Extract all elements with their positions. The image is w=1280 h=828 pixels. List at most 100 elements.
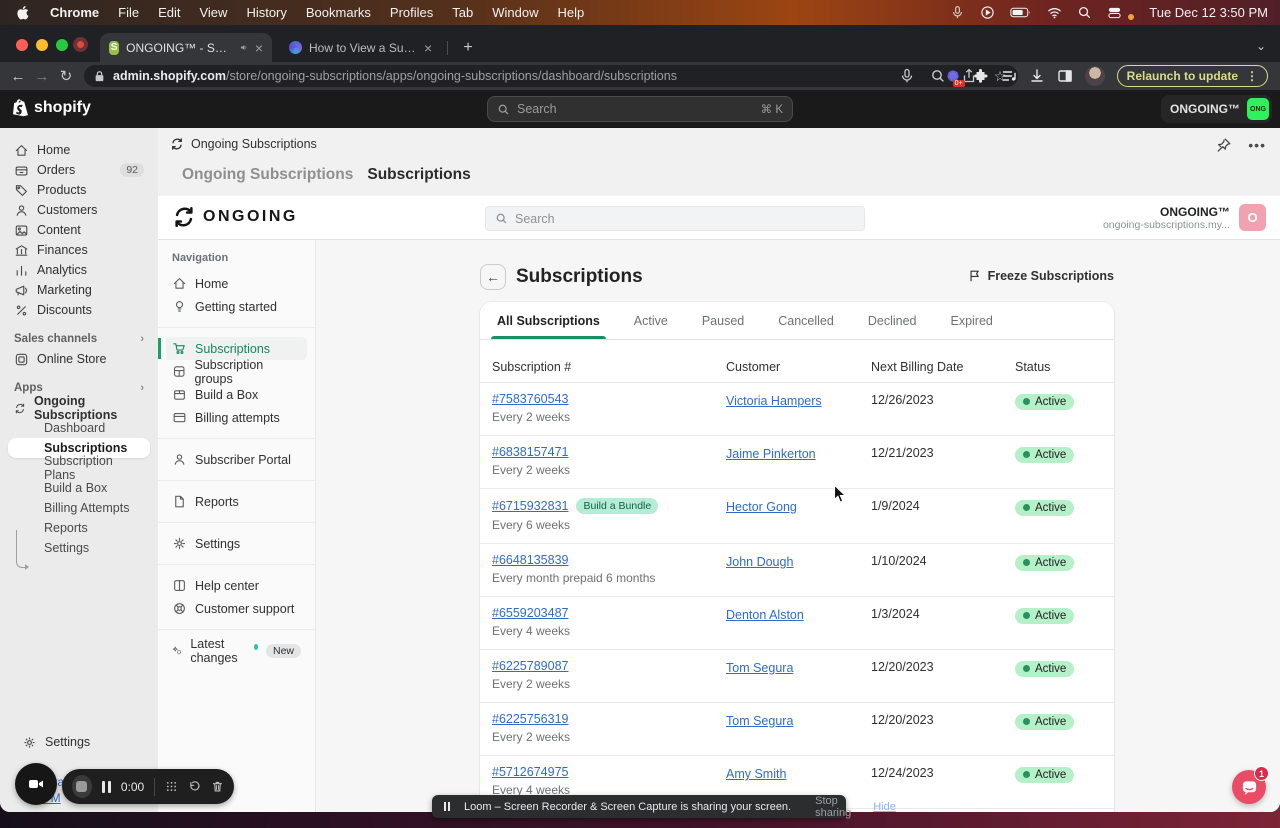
sidebar-item-orders[interactable]: Orders 92: [8, 160, 150, 180]
app-nav-item-customer-support[interactable]: Customer support: [166, 597, 307, 620]
effects-grid-icon[interactable]: [165, 779, 178, 794]
share-icon[interactable]: [961, 68, 977, 84]
tab-active[interactable]: Active: [633, 313, 668, 328]
subscription-link[interactable]: #6648135839: [492, 553, 569, 567]
account-menu[interactable]: ONGOING™ ONG: [1160, 95, 1272, 123]
sidebar-item-products[interactable]: Products: [8, 180, 150, 200]
subscription-link[interactable]: #6225756319: [492, 712, 569, 726]
app-nav-item-subscription-groups[interactable]: Subscription groups: [166, 358, 307, 386]
shopify-logo[interactable]: shopify: [12, 98, 91, 117]
app-search-input[interactable]: [515, 211, 855, 226]
back-button[interactable]: ←: [480, 264, 506, 290]
tab-ongoing-subscriptions[interactable]: S ONGOING™ - Subscription ×: [100, 33, 272, 62]
customer-link[interactable]: John Dough: [726, 555, 794, 569]
customer-link[interactable]: Hector Gong: [726, 500, 797, 514]
sidebar-item-finances[interactable]: Finances: [8, 240, 150, 260]
restart-recording-icon[interactable]: [188, 779, 201, 794]
subscription-link[interactable]: #6225789087: [492, 659, 569, 673]
sidebar-item-discounts[interactable]: Discounts: [8, 300, 150, 320]
app-nav-item-latest-changes[interactable]: Latest changes New: [166, 637, 307, 665]
side-panel-icon[interactable]: [1057, 68, 1073, 84]
voice-search-icon[interactable]: [899, 68, 915, 84]
menubar-item-profiles[interactable]: Profiles: [389, 5, 434, 20]
admin-search-box[interactable]: ⌘ K: [487, 96, 793, 122]
app-nav-item-billing-attempts[interactable]: Billing attempts: [166, 406, 307, 429]
tab-how-to-view[interactable]: How to View a Subscriber's Fi ×: [280, 33, 442, 62]
new-tab-button[interactable]: +: [463, 39, 473, 56]
customer-link[interactable]: Tom Segura: [726, 714, 794, 728]
battery-icon[interactable]: [1010, 5, 1032, 20]
sidebar-subitem-build-a-box[interactable]: Build a Box: [8, 478, 150, 498]
sidebar-item-online-store[interactable]: Online Store: [8, 349, 150, 369]
zoom-window-button[interactable]: [56, 39, 68, 51]
tab-audio-icon[interactable]: [240, 42, 248, 53]
pause-recording-button[interactable]: [101, 780, 111, 793]
customer-link[interactable]: Amy Smith: [726, 767, 787, 781]
reload-icon[interactable]: ↻: [59, 68, 73, 85]
hide-banner-button[interactable]: Hide: [873, 800, 896, 813]
app-nav-item-reports[interactable]: Reports: [166, 490, 307, 513]
tab-search-chevron-icon[interactable]: ⌄: [1255, 39, 1266, 53]
sidebar-subitem-settings[interactable]: Settings: [8, 538, 150, 558]
ongoing-logo[interactable]: ONGOING: [172, 205, 298, 229]
app-nav-item-getting-started[interactable]: Getting started: [166, 295, 307, 318]
sidebar-item-marketing[interactable]: Marketing: [8, 280, 150, 300]
subscription-link[interactable]: #6838157471: [492, 445, 569, 459]
customer-link[interactable]: Denton Alston: [726, 608, 804, 622]
apple-icon[interactable]: [16, 5, 31, 20]
menubar-item-history[interactable]: History: [246, 5, 287, 20]
subscription-link[interactable]: #5712674975: [492, 765, 569, 779]
menubar-item-view[interactable]: View: [199, 5, 228, 20]
spotlight-icon[interactable]: [1077, 5, 1092, 20]
menubar-item-bookmarks[interactable]: Bookmarks: [305, 5, 371, 20]
app-account[interactable]: ONGOING™ ongoing-subscriptions.my... O: [1103, 204, 1266, 231]
tab-expired[interactable]: Expired: [950, 313, 993, 328]
menubar-item-edit[interactable]: Edit: [158, 5, 181, 20]
sidebar-subitem-subscriptions[interactable]: Subscriptions: [8, 438, 150, 458]
app-search-box[interactable]: [485, 206, 865, 231]
adblock-extension-icon[interactable]: 0+: [945, 68, 965, 87]
app-nav-item-build-a-box[interactable]: Build a Box: [166, 383, 307, 406]
control-center-icon[interactable]: [1107, 5, 1122, 20]
pin-icon[interactable]: [1216, 137, 1232, 153]
freeze-subscriptions-link[interactable]: Freeze Subscriptions: [968, 269, 1114, 283]
app-nav-item-subscriptions[interactable]: Subscriptions: [158, 337, 307, 360]
relaunch-button[interactable]: Relaunch to update ⋮: [1116, 65, 1268, 87]
sidebar-item-ongoing-subscriptions[interactable]: Ongoing Subscriptions: [8, 394, 150, 422]
search-icon[interactable]: [930, 68, 946, 84]
subscription-link[interactable]: #6715932831: [492, 499, 569, 513]
sidebar-item-content[interactable]: Content: [8, 220, 150, 240]
relaunch-menu-icon[interactable]: ⋮: [1246, 69, 1258, 83]
back-icon[interactable]: ←: [10, 67, 26, 85]
customer-link[interactable]: Tom Segura: [726, 661, 794, 675]
sidebar-item-customers[interactable]: Customers: [8, 200, 150, 220]
more-options-icon[interactable]: •••: [1248, 137, 1266, 153]
omnibox[interactable]: admin.shopify.com/store/ongoing-subscrip…: [84, 65, 1018, 87]
stop-sharing-button[interactable]: Stop sharing: [815, 794, 852, 819]
screen-record-icon[interactable]: [980, 5, 995, 20]
sidebar-item-settings[interactable]: Settings: [16, 732, 96, 752]
menubar-item-file[interactable]: File: [118, 5, 140, 20]
close-window-button[interactable]: [16, 39, 28, 51]
menubar-clock[interactable]: Tue Dec 12 3:50 PM: [1149, 5, 1268, 20]
mic-status-icon[interactable]: [950, 5, 965, 20]
tab-close-icon[interactable]: ×: [424, 39, 433, 56]
loom-camera-bubble[interactable]: [15, 763, 57, 805]
profile-avatar[interactable]: [1084, 66, 1105, 86]
subscription-link[interactable]: #6559203487: [492, 606, 569, 620]
apps-header[interactable]: Apps ›: [14, 382, 144, 394]
menubar-item-window[interactable]: Window: [492, 5, 539, 20]
subscription-link[interactable]: #7583760543: [492, 392, 569, 406]
chat-launcher-button[interactable]: 1: [1232, 766, 1269, 804]
sales-channels-header[interactable]: Sales channels ›: [14, 333, 144, 345]
sidebar-subitem-subscription-plans[interactable]: Subscription Plans: [8, 454, 150, 482]
wifi-icon[interactable]: [1047, 5, 1062, 20]
minimize-window-button[interactable]: [36, 39, 48, 51]
forward-icon[interactable]: →: [34, 67, 50, 85]
app-nav-item-subscriber-portal[interactable]: Subscriber Portal: [166, 448, 307, 471]
trash-icon[interactable]: [211, 779, 224, 794]
sidebar-item-analytics[interactable]: Analytics: [8, 260, 150, 280]
tab-close-icon[interactable]: ×: [254, 39, 263, 56]
sidebar-subitem-reports[interactable]: Reports: [8, 518, 150, 538]
admin-search-input[interactable]: [517, 102, 754, 116]
